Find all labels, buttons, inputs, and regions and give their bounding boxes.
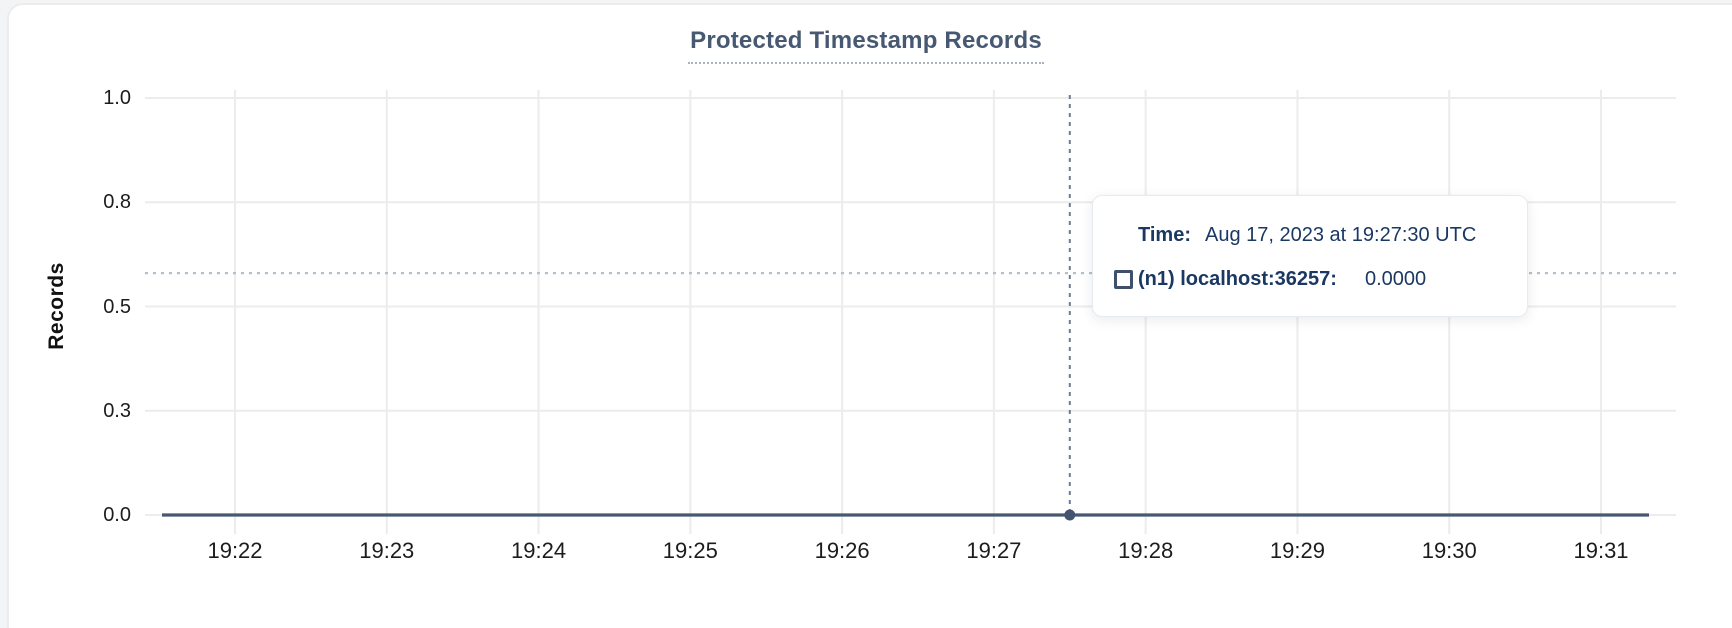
chart-title-row: Protected Timestamp Records [0, 27, 1732, 64]
x-tick-label: 19:28 [1118, 538, 1174, 563]
hover-point-marker [1064, 509, 1076, 521]
chart-title[interactable]: Protected Timestamp Records [688, 27, 1044, 64]
y-tick-label: 0.3 [103, 399, 131, 422]
y-tick-label: 0.5 [103, 295, 131, 318]
x-tick-label: 19:23 [359, 538, 415, 563]
hover-tooltip: Time: Aug 17, 2023 at 19:27:30 UTC (n1) l… [1092, 195, 1528, 317]
x-tick-label: 19:27 [966, 538, 1022, 563]
tooltip-time-value: Aug 17, 2023 at 19:27:30 UTC [1204, 224, 1477, 246]
x-tick-label: 19:30 [1421, 538, 1477, 563]
y-tick-label: 0.8 [103, 191, 131, 214]
tooltip-series-row: (n1) localhost:36257: 0.0000 [1114, 266, 1507, 292]
x-tick-label: 19:22 [207, 538, 263, 563]
x-tick-label: 19:25 [662, 538, 718, 563]
tooltip-series-value: 0.0000 [1364, 268, 1427, 290]
x-tick-label: 19:24 [511, 538, 567, 563]
x-tick-label: 19:31 [1573, 538, 1629, 563]
tooltip-time-label: Time: [1138, 224, 1191, 246]
y-tick-label: 1.0 [103, 87, 131, 109]
y-tick-label: 0.0 [103, 504, 131, 526]
tooltip-time-row: Time: Aug 17, 2023 at 19:27:30 UTC [1138, 222, 1507, 248]
tooltip-series-label: (n1) localhost:36257: [1138, 268, 1337, 290]
series-swatch-icon [1114, 270, 1133, 289]
x-tick-label: 19:29 [1269, 538, 1325, 563]
x-tick-label: 19:26 [814, 538, 870, 563]
